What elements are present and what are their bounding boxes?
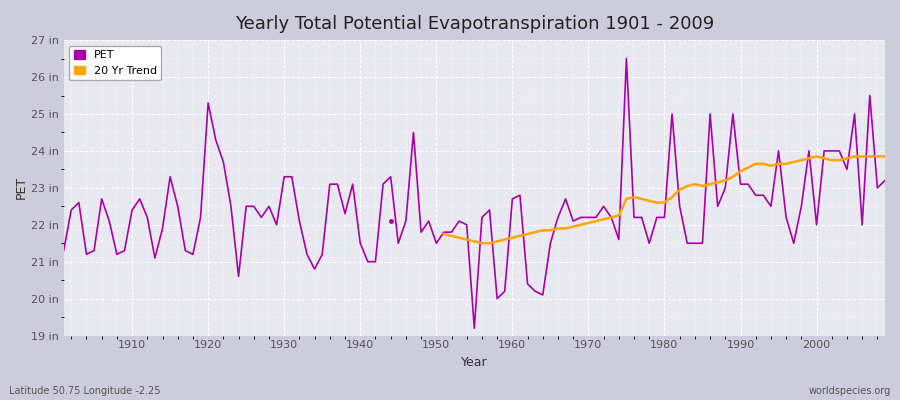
Legend: PET, 20 Yr Trend: PET, 20 Yr Trend xyxy=(69,46,161,80)
Y-axis label: PET: PET xyxy=(15,176,28,200)
Text: Latitude 50.75 Longitude -2.25: Latitude 50.75 Longitude -2.25 xyxy=(9,386,160,396)
Text: worldspecies.org: worldspecies.org xyxy=(809,386,891,396)
X-axis label: Year: Year xyxy=(461,356,488,369)
Title: Yearly Total Potential Evapotranspiration 1901 - 2009: Yearly Total Potential Evapotranspiratio… xyxy=(235,15,714,33)
